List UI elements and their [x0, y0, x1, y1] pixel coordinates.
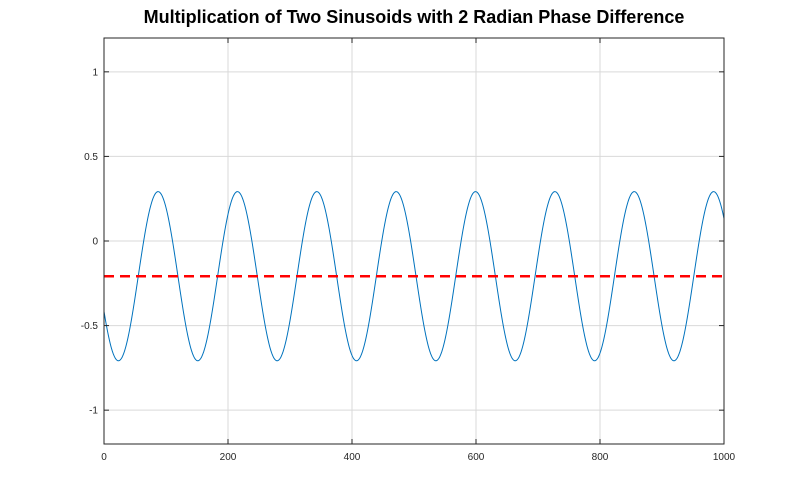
- x-tick-label: 0: [101, 452, 107, 463]
- x-tick-label: 1000: [713, 452, 736, 463]
- x-tick-label: 400: [344, 452, 361, 463]
- chart-title: Multiplication of Two Sinusoids with 2 R…: [144, 7, 685, 27]
- axis-ticks: 0 200 400 600 800 1000 -1 -0.5 0 0.5 1: [81, 38, 736, 463]
- y-tick-label: 0.5: [84, 152, 98, 163]
- x-tick-label: 600: [468, 452, 485, 463]
- product-signal-line: [103, 191, 725, 362]
- grid-lines: [103, 38, 725, 444]
- x-tick-label: 800: [592, 452, 609, 463]
- x-tick-label: 200: [220, 452, 237, 463]
- y-tick-label: -1: [89, 406, 98, 417]
- y-tick-label: 0: [92, 237, 98, 248]
- y-tick-label: -0.5: [81, 321, 99, 332]
- y-tick-label: 1: [92, 67, 98, 78]
- plot-area: [103, 191, 725, 362]
